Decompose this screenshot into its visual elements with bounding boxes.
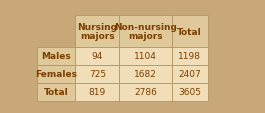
Bar <box>172 16 208 47</box>
Text: Males: Males <box>41 52 71 61</box>
Bar <box>37 16 75 47</box>
Text: Non-nursing
majors: Non-nursing majors <box>114 23 177 41</box>
Text: 94: 94 <box>92 52 103 61</box>
Bar <box>37 47 75 65</box>
Text: 2786: 2786 <box>134 88 157 97</box>
Text: Total: Total <box>177 27 202 36</box>
Bar <box>172 65 208 83</box>
Bar <box>37 83 75 101</box>
Bar <box>119 16 172 47</box>
Text: 819: 819 <box>89 88 106 97</box>
Bar <box>75 83 119 101</box>
Text: Females: Females <box>35 70 77 79</box>
Bar <box>75 47 119 65</box>
Text: 1104: 1104 <box>134 52 157 61</box>
Bar <box>119 65 172 83</box>
Text: 3605: 3605 <box>178 88 201 97</box>
Text: 1198: 1198 <box>178 52 201 61</box>
Bar <box>172 83 208 101</box>
Text: Total: Total <box>44 88 69 97</box>
Bar <box>75 65 119 83</box>
Bar <box>172 47 208 65</box>
Bar <box>75 16 119 47</box>
Bar <box>37 65 75 83</box>
Text: 2407: 2407 <box>178 70 201 79</box>
Text: 725: 725 <box>89 70 106 79</box>
Text: 1682: 1682 <box>134 70 157 79</box>
Bar <box>119 83 172 101</box>
Text: Nursing
majors: Nursing majors <box>77 23 117 41</box>
Bar <box>119 47 172 65</box>
